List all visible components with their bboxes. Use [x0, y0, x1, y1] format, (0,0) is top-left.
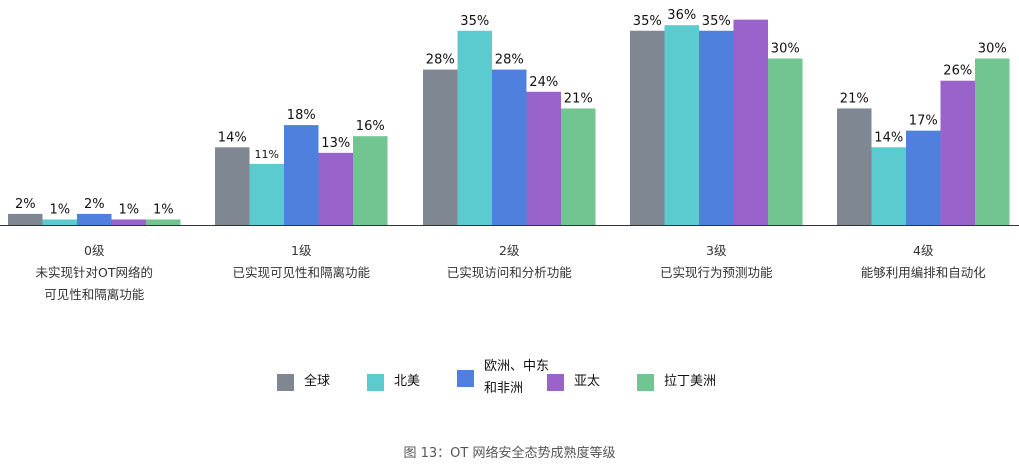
category-description: 已实现行为预测功能 [659, 265, 773, 280]
data-label: 16% [356, 119, 385, 134]
category-description: 已实现访问和分析功能 [446, 265, 572, 280]
legend-item-north-america: 北美 [367, 371, 460, 393]
bar [111, 219, 146, 225]
category-label: 2级已实现访问和分析功能 [429, 240, 589, 284]
legend-swatch [277, 373, 294, 391]
bar [8, 213, 43, 225]
legend: 全球 北美 欧洲、中东和非洲 亚太 拉丁美洲 [0, 356, 1019, 404]
legend-item-apac: 亚太 [547, 371, 640, 393]
data-label: 21% [840, 91, 869, 106]
bar [423, 69, 458, 225]
data-label: 35% [460, 14, 489, 29]
legend-item-emea: 欧洲、中东和非洲 [457, 356, 550, 400]
data-label: 1% [49, 202, 70, 217]
bar [871, 147, 906, 225]
legend-swatch [637, 373, 654, 391]
data-label: 14% [874, 130, 903, 145]
data-label: 1% [118, 202, 139, 217]
category-label: 1级已实现可见性和隔离功能 [221, 240, 381, 284]
legend-label: 北美 [394, 374, 421, 389]
legend-item-latam: 拉丁美洲 [637, 371, 730, 393]
data-label: 35% [702, 14, 731, 29]
data-label: 36% [667, 8, 696, 23]
category-label: 3级已实现行为预测功能 [636, 240, 796, 284]
bar [492, 69, 527, 225]
bar [249, 163, 284, 225]
category-label: 4级能够利用编排和自动化 [843, 240, 1003, 284]
data-label: 17% [909, 114, 938, 129]
legend-label: 拉丁美洲 [664, 374, 717, 389]
bar [630, 30, 665, 225]
legend-swatch [547, 373, 564, 391]
data-label: 18% [287, 108, 316, 123]
category-description: 已实现可见性和隔离功能 [232, 265, 370, 280]
bar [699, 30, 734, 225]
legend-item-global: 全球 [277, 371, 370, 393]
data-label: 2% [15, 197, 36, 212]
data-label: 11% [255, 148, 279, 161]
data-label: 26% [943, 64, 972, 79]
bar [837, 108, 872, 225]
figure-caption: 图 13：OT 网络安全态势成熟度等级 [403, 446, 616, 461]
bar [77, 213, 112, 225]
legend-label: 欧洲、中东和非洲 [484, 359, 550, 396]
bar [284, 125, 319, 225]
data-label: 21% [564, 91, 593, 106]
bar [318, 152, 353, 225]
data-label: 35% [633, 14, 662, 29]
bar [353, 136, 388, 225]
data-label: 24% [529, 75, 558, 90]
data-label: 1% [153, 202, 174, 217]
bar [146, 219, 181, 225]
category-description: 能够利用编排和自动化 [860, 265, 986, 280]
bar [526, 91, 561, 225]
category-level: 4级 [913, 243, 934, 258]
data-label: 14% [218, 130, 247, 145]
bar [42, 219, 77, 225]
category-level: 0级 [84, 243, 105, 258]
bars-layer [8, 19, 1010, 226]
bar [561, 108, 596, 225]
category-label: 0级未实现针对OT网络的可见性和隔离功能 [14, 240, 174, 306]
data-label: 30% [978, 42, 1007, 57]
data-label: 13% [321, 136, 350, 151]
bar [733, 19, 768, 226]
data-label: 30% [771, 42, 800, 57]
bar [975, 58, 1010, 225]
bar-chart: 2% 1% 2% 1% 1% 14% 11% 18% 13% 16% 28% 35% 28% 24% 21%… [0, 8, 1019, 226]
data-label: 28% [426, 53, 455, 68]
legend-label: 亚太 [574, 374, 601, 389]
category-level: 3级 [706, 243, 727, 258]
legend-swatch [367, 373, 384, 391]
category-level: 1级 [291, 243, 312, 258]
bar [457, 30, 492, 225]
data-label: 28% [495, 53, 524, 68]
category-description: 未实现针对OT网络的可见性和隔离功能 [35, 265, 153, 302]
bar [215, 147, 250, 225]
category-level: 2级 [499, 243, 520, 258]
data-label: 2% [84, 197, 105, 212]
bar [940, 80, 975, 225]
bar [664, 25, 699, 226]
bar [906, 130, 941, 225]
bar [768, 58, 803, 225]
legend-label: 全球 [304, 374, 331, 389]
legend-swatch [457, 369, 474, 387]
data-labels-layer: 2% 1% 2% 1% 1% 14% 11% 18% 13% 16% 28% 35% 28% 24% 21%… [15, 8, 1007, 217]
